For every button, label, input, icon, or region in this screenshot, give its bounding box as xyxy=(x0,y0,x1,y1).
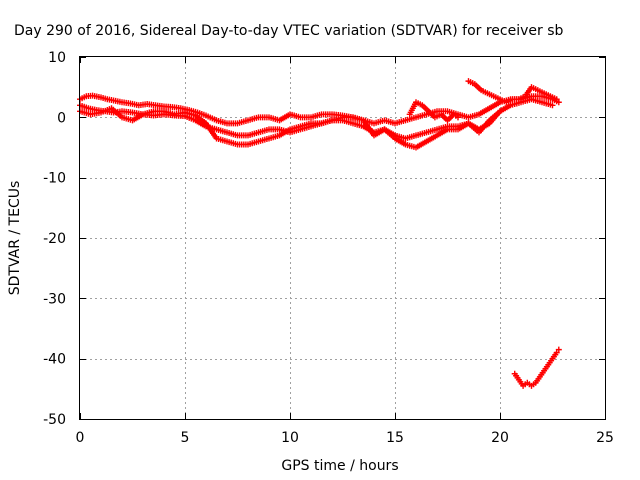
plot-frame xyxy=(79,56,606,420)
data-point xyxy=(455,114,461,121)
y-axis-label: SDTVAR / TECUs xyxy=(7,181,23,296)
y-tick-label: -10 xyxy=(43,171,66,187)
y-tick-label: -50 xyxy=(43,412,66,428)
grid xyxy=(80,57,605,419)
y-tick-label: 0 xyxy=(57,110,66,126)
data-point xyxy=(555,99,562,106)
data-series xyxy=(511,346,562,389)
x-tick-label: 0 xyxy=(76,430,85,446)
y-tick-labels: -50 -40 -30 -20 -10 0 10 xyxy=(43,50,66,428)
data-point xyxy=(553,96,560,103)
x-tick-label: 5 xyxy=(181,430,190,446)
data-point xyxy=(555,346,562,353)
data-point xyxy=(549,102,556,109)
data-series xyxy=(406,99,461,124)
chart-title: Day 290 of 2016, Sidereal Day-to-day VTE… xyxy=(14,23,564,39)
x-axis-label: GPS time / hours xyxy=(281,458,398,474)
data-point xyxy=(497,108,503,115)
axis-ticks xyxy=(80,57,606,420)
x-tick-label: 20 xyxy=(491,430,509,446)
data-series xyxy=(77,105,503,151)
data-series xyxy=(465,78,560,106)
x-tick-labels: 0 5 10 15 20 25 xyxy=(76,430,614,446)
x-tick-label: 25 xyxy=(596,430,614,446)
y-tick-label: -40 xyxy=(43,352,66,368)
y-tick-label: -20 xyxy=(43,231,66,247)
x-tick-label: 15 xyxy=(386,430,404,446)
plot-points xyxy=(77,78,562,389)
x-tick-label: 10 xyxy=(281,430,299,446)
y-tick-label: 10 xyxy=(48,50,66,66)
y-tick-label: -30 xyxy=(43,291,66,307)
data-point xyxy=(553,349,560,356)
